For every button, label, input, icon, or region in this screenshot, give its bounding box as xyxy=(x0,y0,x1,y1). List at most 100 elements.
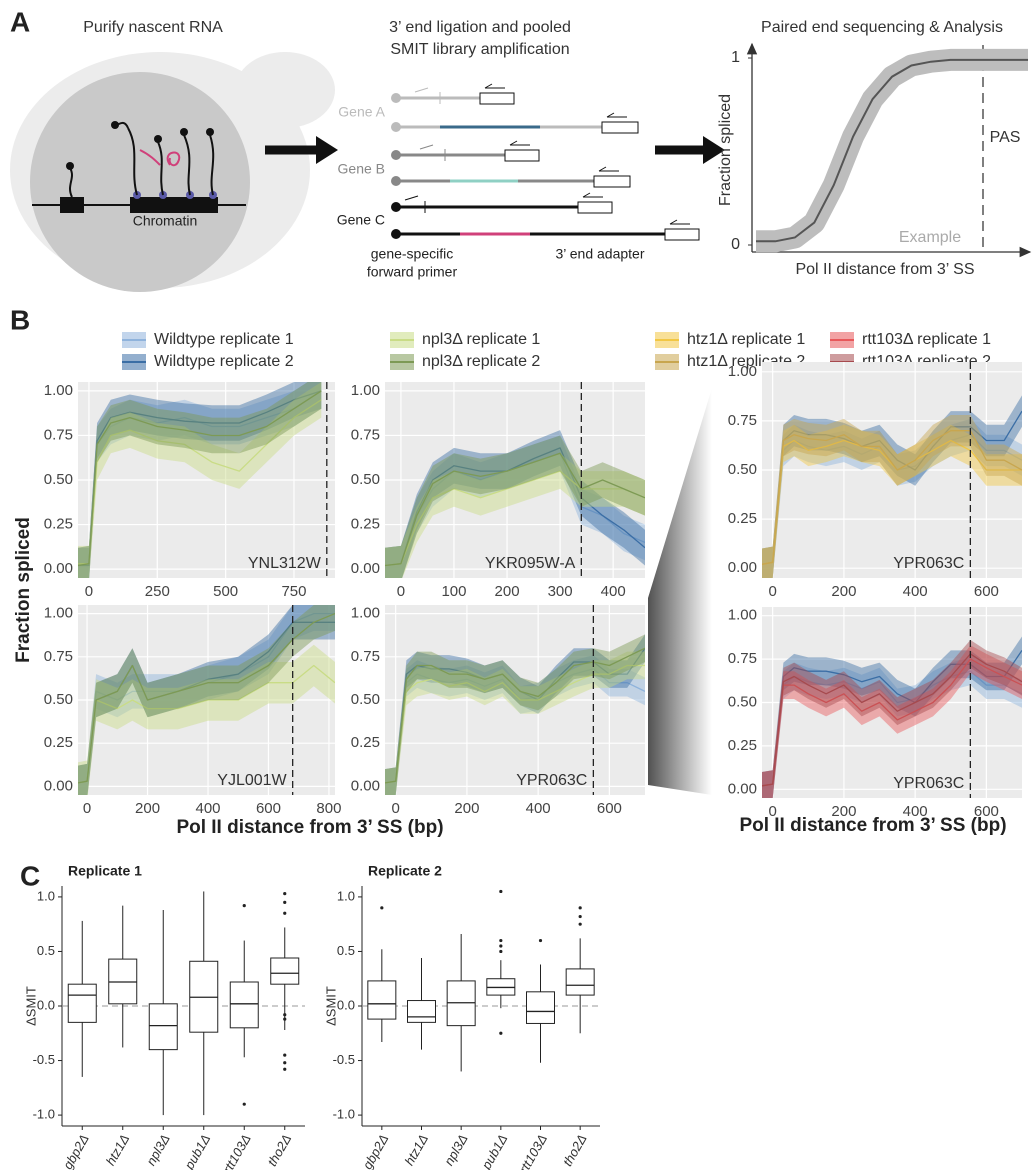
ribbon xyxy=(78,382,322,578)
y-tick-label: 0.75 xyxy=(44,648,73,665)
x-tick-label: 200 xyxy=(135,800,160,817)
gene-label: YPR063C xyxy=(893,775,964,792)
outlier xyxy=(380,906,384,910)
y-tick-label: 1.00 xyxy=(351,382,380,399)
plot-lines xyxy=(762,395,1022,578)
gene-label: Gene B xyxy=(338,161,385,177)
y-tick-label: 0.50 xyxy=(728,461,757,478)
x-tick-label: 400 xyxy=(903,803,928,820)
y-tick-label: 0.50 xyxy=(728,693,757,710)
x-tick-label: htz1Δ xyxy=(401,1132,431,1168)
series-line xyxy=(762,439,1022,565)
y-tick-label: -1.0 xyxy=(333,1107,355,1122)
x-tick-label: 300 xyxy=(548,583,573,600)
y-tick-label: -0.5 xyxy=(333,1052,355,1067)
y-tick-label: 1.00 xyxy=(44,382,73,399)
outlier xyxy=(283,1013,287,1017)
example-label: Example xyxy=(899,229,961,246)
ribbon xyxy=(762,645,1022,798)
nucleus xyxy=(30,72,250,292)
x-axis-title: Pol II distance from 3’ SS xyxy=(795,261,974,278)
outlier xyxy=(578,914,582,919)
plot-lines xyxy=(385,634,645,795)
ribbon xyxy=(385,435,645,578)
y-tick-label: 0.25 xyxy=(351,734,380,751)
curve-band xyxy=(756,48,1028,253)
outlier xyxy=(499,938,503,943)
primer-label: gene-specific xyxy=(371,246,454,262)
x-tick-label: 600 xyxy=(597,800,622,817)
y-tick-label: 0.75 xyxy=(728,412,757,429)
x-tick-label: npl3Δ xyxy=(441,1132,471,1168)
ribbon xyxy=(385,435,645,578)
y-axis-title: ΔSMIT xyxy=(23,986,38,1026)
gene-label: YNL312W xyxy=(248,555,322,572)
y-tick-label: 0.5 xyxy=(337,943,355,958)
outlier xyxy=(578,906,582,910)
ribbon xyxy=(78,382,322,578)
step-title: 3’ end ligation and pooled xyxy=(389,19,571,36)
x-tick-label: 0 xyxy=(397,583,405,600)
x-tick-label: htz1Δ xyxy=(103,1132,133,1168)
y-tick-label: 1.00 xyxy=(728,363,757,380)
y-tick-label: 1.0 xyxy=(337,888,355,903)
x-tick-label: pub1Δ xyxy=(181,1132,213,1170)
ribbon xyxy=(385,430,645,578)
outlier xyxy=(283,1053,287,1057)
plot-lines xyxy=(385,430,645,578)
y-tick-label: 1.00 xyxy=(44,605,73,622)
step-title: Paired end sequencing & Analysis xyxy=(761,19,1003,36)
y-axis-title: Fraction spliced xyxy=(717,94,734,206)
legend-label: htz1Δ replicate 1 xyxy=(687,331,805,348)
box xyxy=(270,957,300,985)
ribbon xyxy=(762,424,1022,578)
box xyxy=(67,983,97,1023)
x-axis-title: Pol II distance from 3’ SS (bp) xyxy=(176,817,443,838)
x-tick-label: 400 xyxy=(195,800,220,817)
x-tick-label: 600 xyxy=(256,800,281,817)
x-tick-label: 200 xyxy=(495,583,520,600)
ribbon xyxy=(762,657,1022,798)
x-tick-label: 0 xyxy=(85,583,93,600)
y-tick-label: 0.00 xyxy=(44,777,73,794)
ribbon xyxy=(762,415,1022,578)
step-title: Purify nascent RNA xyxy=(83,19,223,36)
ribbon xyxy=(78,382,322,578)
x-tick-label: 0 xyxy=(83,800,91,817)
x-tick-label: 0 xyxy=(769,803,777,820)
y-tick-label: 0.0 xyxy=(337,997,355,1012)
y-tick-label: 1 xyxy=(731,49,740,66)
series-line xyxy=(385,664,645,784)
x-tick-label: tho2Δ xyxy=(264,1132,294,1169)
adapter-label: 3’ end adapter xyxy=(556,246,645,262)
ribbon xyxy=(762,395,1022,578)
y-tick-label: 0.00 xyxy=(44,560,73,577)
series-line xyxy=(762,410,1022,565)
x-tick-label: gbp2Δ xyxy=(360,1132,392,1170)
y-tick-label: 1.00 xyxy=(728,607,757,624)
primer-label: forward primer xyxy=(367,264,458,280)
x-tick-label: 0 xyxy=(392,800,400,817)
panel-label: B xyxy=(10,304,30,335)
x-tick-label: 200 xyxy=(831,583,856,600)
x-tick-label: 100 xyxy=(441,583,466,600)
panel-label: C xyxy=(20,860,40,891)
legend-label: npl3Δ replicate 2 xyxy=(422,353,540,370)
gene-label: YPR063C xyxy=(516,772,587,789)
outlier xyxy=(578,922,582,926)
cell-bud xyxy=(235,52,335,128)
x-tick-label: 750 xyxy=(281,583,306,600)
legend-label: rtt103Δ replicate 1 xyxy=(862,331,991,348)
outlier xyxy=(283,1017,287,1021)
arrow-head xyxy=(703,136,725,164)
series-line xyxy=(762,650,1022,787)
legend-label: npl3Δ replicate 1 xyxy=(422,331,540,348)
y-tick-label: 0.75 xyxy=(351,426,380,443)
series-line xyxy=(385,647,645,784)
outlier xyxy=(242,1102,246,1106)
y-tick-label: 0.25 xyxy=(728,737,757,754)
panel-label: A xyxy=(10,6,30,37)
outlier xyxy=(499,1031,503,1035)
ribbon xyxy=(385,655,645,795)
